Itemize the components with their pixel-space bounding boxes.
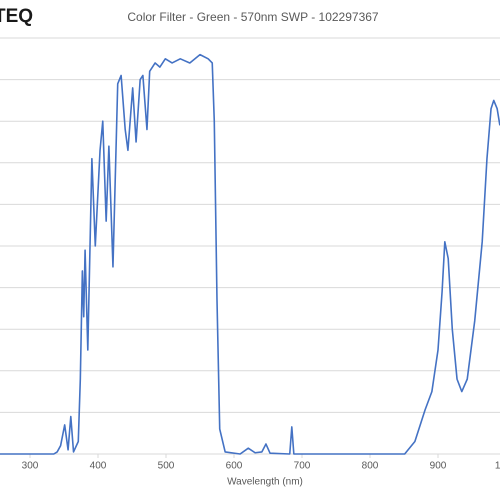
x-tick-label: 400 — [90, 461, 107, 472]
x-tick-label: 300 — [22, 461, 39, 472]
x-tick-label: 800 — [362, 461, 379, 472]
x-axis-label: Wavelength (nm) — [227, 477, 303, 488]
logo: TEQ — [0, 6, 33, 27]
data-line — [0, 53, 500, 455]
x-tick-label: 1000 — [495, 461, 500, 472]
x-tick-label: 500 — [158, 461, 175, 472]
x-tick-label: 600 — [226, 461, 243, 472]
chart-title: Color Filter - Green - 570nm SWP - 10229… — [127, 10, 379, 24]
x-tick-label: 700 — [294, 461, 311, 472]
x-tick-label: 900 — [430, 461, 447, 472]
